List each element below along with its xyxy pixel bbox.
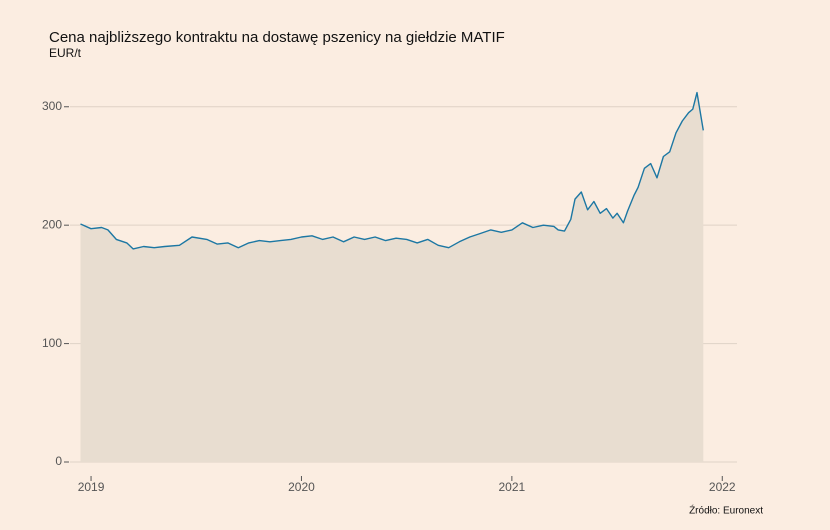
y-tick-label: 200 — [42, 217, 62, 231]
x-tick-label: 2020 — [288, 480, 315, 494]
source: Źródło: Euronext — [689, 504, 763, 517]
x-tick-label: 2019 — [78, 480, 105, 494]
x-tick-label: 2021 — [499, 480, 526, 494]
chart-subtitle: EUR/t — [49, 46, 82, 60]
chart-title: Cena najbliższego kontraktu na dostawę p… — [49, 29, 505, 46]
area — [80, 92, 704, 462]
y-tick-label: 100 — [42, 336, 62, 350]
x-tick-label: 2022 — [709, 480, 736, 494]
y-tick-label: 300 — [42, 99, 62, 113]
y-tick-label: 0 — [55, 454, 62, 468]
line — [80, 91, 704, 250]
